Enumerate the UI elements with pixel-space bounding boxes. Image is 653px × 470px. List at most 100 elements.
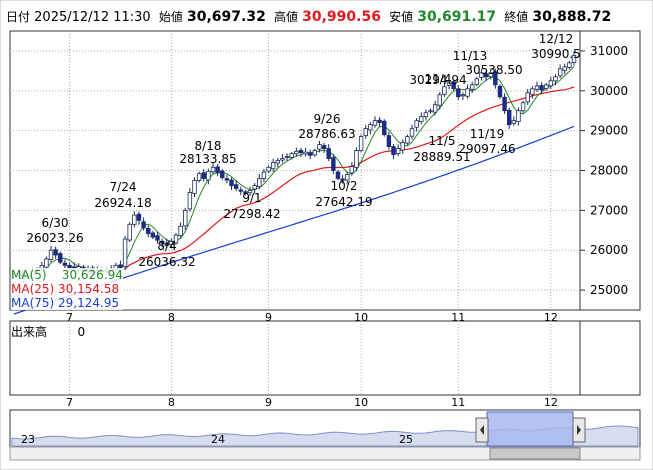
candle [173, 233, 179, 245]
low-value: 30,691.17 [417, 9, 497, 25]
x-tick-label: 11 [451, 396, 465, 409]
candle [345, 171, 350, 185]
quote-header: 日付 2025/12/12 11:30 始値 30,697.32 高値 30,9… [6, 6, 647, 28]
navigator-right-handle[interactable] [572, 417, 586, 443]
candle [520, 100, 526, 113]
candle-down [307, 152, 313, 156]
candle [525, 88, 530, 105]
x-tick-label: 10 [354, 311, 368, 324]
candle-down [141, 221, 146, 229]
candle [451, 79, 456, 91]
candle [479, 69, 484, 81]
candle [483, 71, 489, 82]
ma75-value: 29,124.95 [58, 296, 120, 310]
candle [280, 154, 285, 163]
candle [155, 231, 160, 244]
candle [414, 118, 419, 132]
candle [469, 81, 475, 94]
candle-up [553, 76, 558, 82]
candle [557, 64, 563, 79]
low-label: 安値 [389, 10, 414, 24]
candle-down [456, 88, 461, 98]
candle [298, 147, 304, 157]
navigator-left-handle[interactable] [475, 417, 489, 443]
navigator-scroll-thumb[interactable] [489, 447, 581, 460]
candle [284, 153, 290, 161]
candle-up [349, 166, 355, 174]
candle [252, 183, 257, 194]
candle-up [275, 160, 281, 164]
annotation-value: 26036.32 [138, 255, 195, 269]
navigator-scrollbar[interactable] [9, 446, 641, 461]
volume-border [9, 320, 641, 396]
candle [335, 169, 341, 181]
candle [456, 85, 461, 100]
x-tick-label: 12 [544, 396, 558, 409]
candle-up [488, 72, 493, 78]
candle-up [192, 180, 197, 194]
candle [215, 163, 220, 177]
candle-up [571, 54, 577, 63]
candle-up [44, 258, 49, 268]
candle [187, 188, 193, 212]
annotation-value: 30294.94 [409, 73, 466, 87]
price-axis: 25000 26000 27000 28000 29000 30000 31000 [580, 44, 628, 297]
candle-up [414, 120, 419, 128]
candle-down [340, 178, 345, 181]
candle [368, 122, 373, 135]
candle-down [220, 170, 225, 179]
candle [127, 222, 132, 243]
candle [493, 68, 498, 89]
x-tick-label: 8 [168, 396, 175, 409]
candle-down [159, 240, 165, 244]
volume-legend: 出来高 0 [11, 323, 85, 340]
navigator-panel[interactable]: 23 24 25 [9, 409, 641, 461]
candle [349, 162, 355, 176]
candle-up [520, 102, 526, 112]
annotation-date: 9/26 [314, 112, 341, 126]
candle-down [229, 179, 234, 187]
candle-up [261, 171, 267, 179]
candle-up [548, 80, 554, 87]
ma25-label: MA(25) [11, 282, 55, 296]
candle [423, 109, 429, 121]
navigator-labels: 23 24 25 [21, 433, 413, 446]
candle [419, 112, 424, 125]
candle-up [266, 166, 271, 172]
chevron-left-icon [480, 425, 484, 435]
x-tick-label: 12 [544, 311, 558, 324]
candle [391, 143, 396, 159]
candle-down [377, 119, 382, 124]
navigator-selection[interactable] [486, 411, 574, 447]
candle-up [557, 68, 563, 77]
candle [146, 225, 151, 238]
candle [206, 168, 211, 185]
candle [321, 142, 327, 153]
candle-up [247, 190, 253, 194]
candle [442, 82, 447, 97]
candle-up [363, 128, 368, 137]
candle-up [127, 223, 132, 241]
candle [331, 154, 336, 175]
candle-up [173, 234, 179, 244]
candle-up [280, 158, 285, 161]
date-axis: 7 7 8 8 9 9 10 10 11 11 12 12 [66, 311, 558, 409]
candle-up [405, 136, 410, 144]
date-value: 2025/12/12 11:30 [34, 10, 151, 25]
close-value: 30,888.72 [532, 9, 612, 25]
grid [10, 31, 580, 310]
candle-up [122, 238, 128, 267]
x-tick-label: 8 [168, 311, 175, 324]
candle [340, 175, 345, 184]
candle-up [303, 151, 308, 155]
candle-up [511, 120, 517, 124]
y-tick-label: 30000 [590, 84, 628, 98]
candle [534, 81, 540, 92]
candle-up [465, 88, 470, 97]
candle [326, 144, 331, 162]
candle-up [284, 156, 290, 158]
open-value: 30,697.32 [186, 9, 266, 25]
ma5-legend: MA(5) 30,626.94 [11, 268, 123, 282]
x-tick-label: 11 [451, 311, 465, 324]
annotation-date: 11/4 [425, 72, 452, 86]
